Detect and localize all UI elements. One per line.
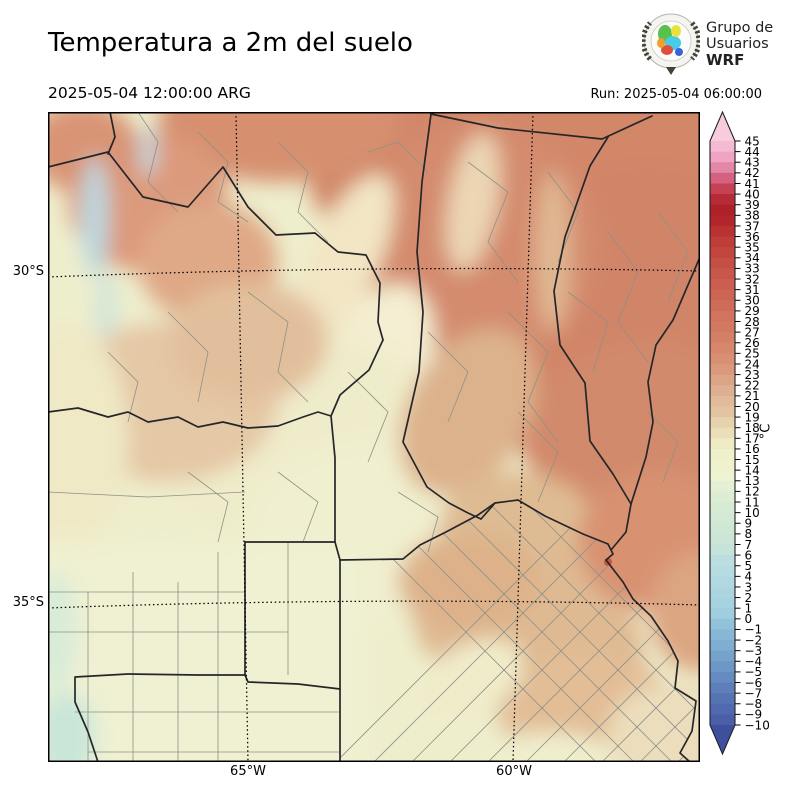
colorbar-tick-label: 41 xyxy=(745,177,760,191)
colorbar-tick-label: 0 xyxy=(745,612,753,626)
colorbar-tick-label: −5 xyxy=(745,665,763,679)
colorbar-tick-label: 31 xyxy=(745,283,760,297)
colorbar-tick-label: 28 xyxy=(745,315,760,329)
colorbar-tick-label: 2 xyxy=(745,591,753,605)
colorbar-tick-label: 40 xyxy=(745,187,760,201)
temperature-field-svg xyxy=(47,111,701,763)
colorbar-tick-label: 43 xyxy=(745,156,760,170)
colorbar-tick-label: 9 xyxy=(745,517,753,531)
colorbar-tick-label: −1 xyxy=(745,623,763,637)
colorbar-tick-label: 21 xyxy=(745,389,760,403)
colorbar-tick-label: −3 xyxy=(745,644,763,658)
colorbar-tick-label: 11 xyxy=(745,495,760,509)
colorbar-tick-label: 4 xyxy=(745,570,753,584)
valid-time-label: 2025-05-04 12:00:00 ARG xyxy=(48,84,251,102)
wrf-users-group-logo: Grupo de Usuarios WRF xyxy=(642,12,773,76)
colorbar-tick-label: −6 xyxy=(745,676,763,690)
colorbar-tick-label: −8 xyxy=(745,697,763,711)
colorbar-tick-label: 22 xyxy=(745,379,760,393)
temperature-shading xyxy=(48,112,700,762)
colorbar: 45 44 43 42 41 40 39 38 37 36 35 34 33 32 31 30 29 28 27 26… xyxy=(705,106,800,766)
colorbar-tick-label: 27 xyxy=(745,325,760,339)
colorbar-tick-label: 16 xyxy=(745,442,760,456)
page-title: Temperatura a 2m del suelo xyxy=(48,28,413,58)
colorbar-tick-label: 10 xyxy=(745,506,760,520)
temperature-map xyxy=(47,111,701,763)
map-border xyxy=(48,112,700,762)
logo-text-line3: WRF xyxy=(706,51,745,69)
colorbar-tick-label: 32 xyxy=(745,272,760,286)
lon-label-60w: 60°W xyxy=(496,764,532,779)
colorbar-tick-label: 25 xyxy=(745,347,760,361)
colorbar-tick-label: 6 xyxy=(745,548,753,562)
colorbar-tick-label: 33 xyxy=(745,262,760,276)
colorbar-tick-label: 26 xyxy=(745,336,760,350)
colorbar-tick-label: 3 xyxy=(745,580,753,594)
colorbar-tick-label: 38 xyxy=(745,209,760,223)
colorbar-tick-label: 24 xyxy=(745,357,760,371)
colorbar-tick-label: 36 xyxy=(745,230,760,244)
logo-text-line1: Grupo de xyxy=(706,20,774,36)
colorbar-svg: 4544434241403938373635343332313029282726… xyxy=(709,110,770,756)
colorbar-tick-label: 19 xyxy=(745,410,760,424)
colorbar-tick-label: 29 xyxy=(745,304,760,318)
colorbar-tick-label: −10 xyxy=(745,718,770,732)
colorbar-tick-label: 20 xyxy=(745,400,760,414)
colorbar-tick-label: 34 xyxy=(745,251,760,265)
colorbar-unit-label: °C xyxy=(758,423,774,440)
colorbar-tick-label: 5 xyxy=(745,559,753,573)
lat-label-35s: 35°S xyxy=(12,595,44,610)
colorbar-tick-label: −4 xyxy=(745,655,763,669)
colorbar-tick-label: 39 xyxy=(745,198,760,212)
colorbar-tick-label: 45 xyxy=(745,134,760,148)
province-boundaries xyxy=(47,111,701,763)
colorbar-tick-label: −9 xyxy=(745,708,763,722)
colorbar-tick-label: 35 xyxy=(745,240,760,254)
colorbar-tick-label: 23 xyxy=(745,368,760,382)
colorbar-tick-label: 7 xyxy=(745,538,753,552)
colorbar-tick-label: 12 xyxy=(745,485,760,499)
logo-text-line2: Usuarios xyxy=(706,36,769,52)
run-time-label: Run: 2025-05-04 06:00:00 xyxy=(590,87,762,102)
colorbar-tick-label: −7 xyxy=(745,686,763,700)
colorbar-tick-label: 37 xyxy=(745,219,760,233)
colorbar-tick-label: 42 xyxy=(745,166,760,180)
colorbar-tick-label: 30 xyxy=(745,294,760,308)
lat-label-30s: 30°S xyxy=(12,264,44,279)
lon-label-65w: 65°W xyxy=(230,764,266,779)
colorbar-tick-label: 14 xyxy=(745,463,760,477)
colorbar-tick-label: 1 xyxy=(745,602,753,616)
colorbar-tick-label: −2 xyxy=(745,633,763,647)
colorbar-tick-label: 15 xyxy=(745,453,760,467)
colorbar-tick-label: 18 xyxy=(745,421,760,435)
colorbar-tick-label: 8 xyxy=(745,527,753,541)
colorbar-tick-label: 13 xyxy=(745,474,760,488)
colorbar-tick-label: 17 xyxy=(745,432,760,446)
colorbar-tick-label: 44 xyxy=(745,145,760,159)
wrf-logo-icon xyxy=(642,13,700,75)
graticule xyxy=(47,111,701,763)
